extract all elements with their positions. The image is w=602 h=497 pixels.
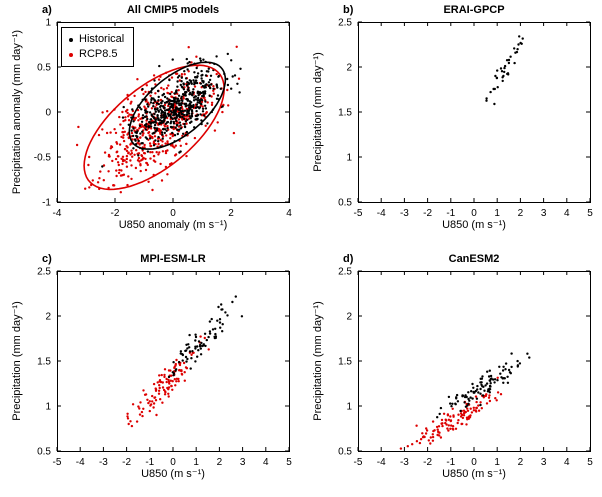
svg-text:1.5: 1.5 (338, 108, 352, 119)
svg-text:-1: -1 (42, 198, 51, 209)
legend: Historical RCP8.5 (61, 27, 135, 67)
svg-text:3: 3 (541, 208, 547, 219)
svg-text:1.5: 1.5 (338, 357, 352, 368)
x-axis-label: U850 (m s⁻¹) (442, 219, 506, 231)
svg-text:2.5: 2.5 (37, 267, 51, 278)
x-axis-label: U850 (m s⁻¹) (141, 468, 205, 480)
panel-b-erai-gpcp: b) ERAI-GPCP Precipitation (mm day⁻¹) -5… (301, 0, 602, 248)
y-axis-label: Precipitation (mm day⁻¹) (312, 301, 324, 421)
y-axis-label: Precipitation anomaly (mm day⁻¹) (11, 29, 23, 195)
svg-text:-1: -1 (145, 457, 154, 468)
svg-text:0.5: 0.5 (338, 198, 352, 209)
svg-text:-2: -2 (122, 457, 131, 468)
svg-text:-2: -2 (423, 208, 432, 219)
svg-text:3: 3 (240, 457, 246, 468)
legend-label: Historical (79, 33, 125, 45)
svg-text:2: 2 (45, 312, 51, 323)
svg-text:-2: -2 (111, 208, 120, 219)
svg-text:2.5: 2.5 (338, 267, 352, 278)
svg-text:-0.5: -0.5 (34, 153, 52, 164)
panel-c-mpi-esm-lr: c) MPI-ESM-LR Precipitation (mm day⁻¹) -… (0, 249, 301, 497)
svg-text:-5: -5 (354, 457, 363, 468)
svg-text:0.5: 0.5 (37, 63, 51, 74)
svg-text:1: 1 (45, 18, 51, 29)
svg-text:4: 4 (263, 457, 269, 468)
panel-d-canesm2: d) CanESM2 Precipitation (mm day⁻¹) -5 -4… (301, 249, 602, 497)
svg-text:0.5: 0.5 (37, 447, 51, 458)
svg-text:2: 2 (518, 457, 524, 468)
scatter-plot: -4 -2 0 2 4 -1 -0.5 0 0.5 1 (34, 18, 292, 220)
svg-text:-5: -5 (53, 457, 62, 468)
panel-letter: d) (343, 253, 354, 265)
panel-title: MPI-ESM-LR (140, 253, 206, 265)
svg-text:-1: -1 (446, 208, 455, 219)
svg-text:1: 1 (45, 402, 51, 413)
y-axis-label: Precipitation (mm day⁻¹) (312, 52, 324, 172)
svg-text:-4: -4 (76, 457, 85, 468)
panel-letter: a) (42, 4, 52, 16)
svg-text:0: 0 (471, 208, 477, 219)
panel-title: All CMIP5 models (126, 4, 220, 16)
svg-text:-5: -5 (354, 208, 363, 219)
svg-text:-3: -3 (99, 457, 108, 468)
svg-text:2: 2 (346, 63, 352, 74)
svg-text:0: 0 (45, 108, 51, 119)
panel-a-all-cmip5: a) All CMIP5 models Precipitation anomal… (0, 0, 301, 248)
svg-text:0: 0 (170, 208, 176, 219)
svg-text:1: 1 (494, 457, 500, 468)
legend-entry-historical: Historical (69, 32, 124, 47)
svg-text:3: 3 (541, 457, 547, 468)
legend-entry-rcp85: RCP8.5 (69, 47, 124, 62)
svg-text:1: 1 (494, 208, 500, 219)
svg-text:-4: -4 (377, 457, 386, 468)
svg-text:-3: -3 (400, 457, 409, 468)
svg-text:1: 1 (346, 153, 352, 164)
svg-text:1.5: 1.5 (37, 357, 51, 368)
svg-text:-4: -4 (377, 208, 386, 219)
scatter-plot: -5 -4 -3 -2 -1 0 1 2 3 4 5 0.5 1 1.5 2 2.5 (338, 18, 593, 220)
svg-text:2: 2 (228, 208, 234, 219)
svg-text:5: 5 (587, 208, 593, 219)
svg-text:5: 5 (587, 457, 593, 468)
svg-text:0: 0 (170, 457, 176, 468)
x-axis-label: U850 anomaly (m s⁻¹) (118, 219, 228, 231)
svg-text:1: 1 (193, 457, 199, 468)
svg-text:2.5: 2.5 (338, 18, 352, 29)
svg-text:2: 2 (346, 312, 352, 323)
svg-text:-3: -3 (400, 208, 409, 219)
svg-text:2: 2 (518, 208, 524, 219)
historical-marker-icon (69, 37, 73, 42)
svg-text:5: 5 (286, 457, 292, 468)
legend-label: RCP8.5 (79, 48, 118, 60)
svg-text:-1: -1 (446, 457, 455, 468)
y-axis-label: Precipitation (mm day⁻¹) (11, 301, 23, 421)
svg-text:-2: -2 (423, 457, 432, 468)
svg-text:4: 4 (564, 457, 570, 468)
rcp85-marker-icon (69, 52, 73, 57)
svg-text:4: 4 (564, 208, 570, 219)
scatter-plot: -5 -4 -3 -2 -1 0 1 2 3 4 5 0.5 1 1.5 2 2.5 (338, 267, 593, 469)
panel-title: CanESM2 (448, 253, 500, 265)
scatter-plot: -5 -4 -3 -2 -1 0 1 2 3 4 5 0.5 1 1.5 2 2.5 (37, 267, 292, 469)
svg-text:4: 4 (286, 208, 292, 219)
x-axis-label: U850 (m s⁻¹) (442, 468, 506, 480)
svg-text:1: 1 (346, 402, 352, 413)
svg-text:0.5: 0.5 (338, 447, 352, 458)
panel-title: ERAI-GPCP (443, 4, 505, 16)
svg-text:-4: -4 (53, 208, 62, 219)
panel-letter: b) (343, 4, 354, 16)
svg-text:0: 0 (471, 457, 477, 468)
panel-letter: c) (42, 253, 52, 265)
svg-text:2: 2 (217, 457, 223, 468)
